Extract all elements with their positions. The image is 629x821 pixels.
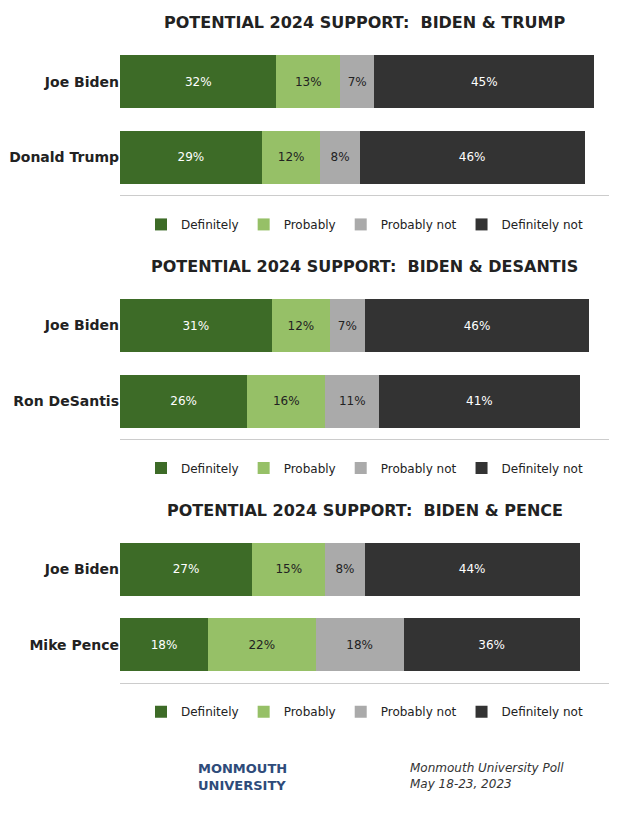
svg-text:44%: 44%: [459, 562, 486, 576]
svg-text:12%: 12%: [288, 319, 315, 333]
svg-text:11%: 11%: [339, 394, 366, 408]
svg-text:Joe Biden: Joe Biden: [44, 74, 119, 90]
svg-text:29%: 29%: [178, 150, 205, 164]
svg-text:18%: 18%: [151, 638, 178, 652]
svg-text:45%: 45%: [471, 75, 498, 89]
svg-text:36%: 36%: [478, 638, 505, 652]
svg-text:31%: 31%: [182, 319, 209, 333]
svg-text:41%: 41%: [466, 394, 493, 408]
svg-text:Probably: Probably: [284, 705, 336, 719]
svg-text:MONMOUTHUNIVERSITY: MONMOUTHUNIVERSITY: [198, 761, 287, 793]
svg-text:46%: 46%: [464, 319, 491, 333]
svg-text:18%: 18%: [346, 638, 373, 652]
svg-text:Joe Biden: Joe Biden: [44, 317, 119, 333]
svg-text:POTENTIAL 2024 SUPPORT: BIDEN: POTENTIAL 2024 SUPPORT: BIDEN & PENCE: [167, 501, 563, 520]
svg-text:Probably: Probably: [284, 462, 336, 476]
svg-text:7%: 7%: [338, 319, 357, 333]
svg-text:15%: 15%: [275, 562, 302, 576]
svg-text:26%: 26%: [170, 394, 197, 408]
svg-text:Definitely: Definitely: [181, 462, 239, 476]
svg-text:Monmouth University PollMay 18: Monmouth University PollMay 18-23, 2023: [410, 761, 564, 791]
svg-text:Definitely: Definitely: [181, 218, 239, 232]
svg-text:Joe Biden: Joe Biden: [44, 561, 119, 577]
svg-text:8%: 8%: [331, 150, 350, 164]
svg-text:Ron DeSantis: Ron DeSantis: [13, 393, 119, 409]
svg-text:22%: 22%: [248, 638, 275, 652]
svg-text:Definitely not: Definitely not: [502, 705, 583, 719]
svg-text:Definitely not: Definitely not: [502, 462, 583, 476]
svg-text:46%: 46%: [459, 150, 486, 164]
svg-text:Mike Pence: Mike Pence: [29, 637, 119, 653]
svg-text:POTENTIAL 2024 SUPPORT: BIDEN: POTENTIAL 2024 SUPPORT: BIDEN & DESANTIS: [151, 257, 578, 276]
svg-text:13%: 13%: [295, 75, 322, 89]
svg-text:POTENTIAL 2024 SUPPORT: BIDEN: POTENTIAL 2024 SUPPORT: BIDEN & TRUMP: [164, 13, 565, 32]
svg-text:Donald Trump: Donald Trump: [9, 149, 119, 165]
svg-text:32%: 32%: [185, 75, 212, 89]
svg-text:12%: 12%: [278, 150, 305, 164]
svg-text:8%: 8%: [335, 562, 354, 576]
svg-text:Probably: Probably: [284, 218, 336, 232]
svg-text:Probably not: Probably not: [381, 218, 457, 232]
svg-text:16%: 16%: [273, 394, 300, 408]
svg-text:27%: 27%: [173, 562, 200, 576]
svg-text:Probably not: Probably not: [381, 705, 457, 719]
svg-text:Definitely: Definitely: [181, 705, 239, 719]
svg-text:Probably not: Probably not: [381, 462, 457, 476]
svg-text:Definitely not: Definitely not: [502, 218, 583, 232]
svg-text:7%: 7%: [348, 75, 367, 89]
